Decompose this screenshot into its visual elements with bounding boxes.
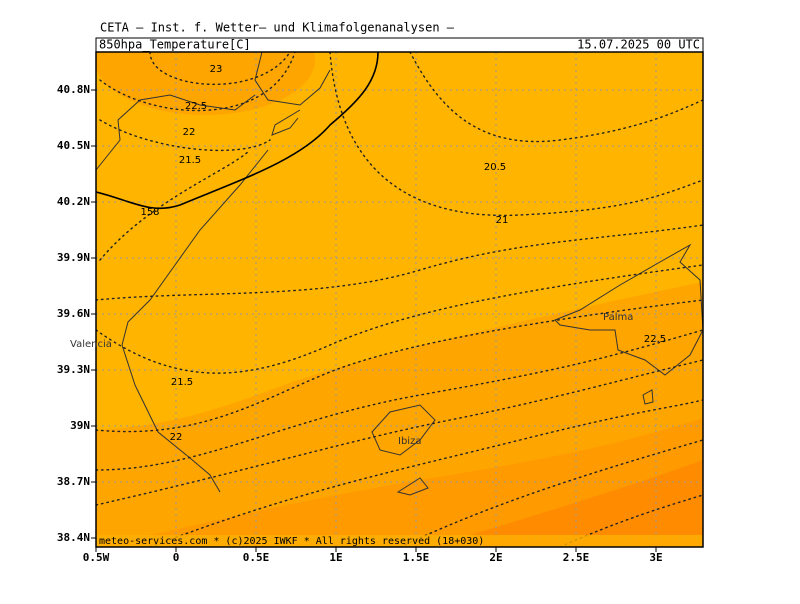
y-tick-label: 39.9N bbox=[57, 251, 90, 264]
island-formentera bbox=[396, 477, 429, 496]
contour bbox=[399, 439, 703, 547]
x-tick-label: 2E bbox=[489, 551, 502, 564]
y-tick-label: 39N bbox=[70, 419, 90, 432]
island-ibiza bbox=[371, 404, 436, 456]
contour bbox=[99, 119, 271, 152]
field-title: 850hpa_Temperature[C] bbox=[99, 38, 251, 52]
y-tick-label: 38.7N bbox=[57, 475, 90, 488]
contour-label: 22.5 bbox=[185, 101, 207, 112]
x-tick-label: 2.5E bbox=[563, 551, 590, 564]
contour bbox=[96, 359, 703, 506]
field-band bbox=[430, 460, 703, 547]
y-tick-label: 39.6N bbox=[57, 307, 90, 320]
x-tick-label: 3E bbox=[649, 551, 662, 564]
x-tick-label: 1.5E bbox=[403, 551, 430, 564]
y-tick-label: 40.5N bbox=[57, 139, 90, 152]
place-label: Ibiza bbox=[398, 436, 421, 447]
y-tick-label: 40.2N bbox=[57, 195, 90, 208]
x-tick-label: 0 bbox=[173, 551, 180, 564]
footer: meteo-services.com * (c)2025 IWKF * All … bbox=[99, 536, 484, 547]
map-frame bbox=[95, 51, 704, 548]
place-label: Palma bbox=[603, 312, 633, 323]
contour bbox=[149, 52, 291, 86]
contour bbox=[96, 224, 703, 301]
contour bbox=[149, 399, 703, 547]
contour bbox=[409, 52, 703, 143]
x-tick-label: 1E bbox=[329, 551, 342, 564]
contour-label: 22 bbox=[170, 432, 183, 443]
contour-label: 22.5 bbox=[644, 334, 666, 345]
valid-time: 15.07.2025 00 UTC bbox=[577, 38, 700, 52]
contour-label: 21 bbox=[496, 215, 509, 226]
contour-label: 158 bbox=[140, 207, 159, 218]
contour-label: 22 bbox=[183, 127, 196, 138]
contour bbox=[99, 149, 251, 261]
y-tick-label: 38.4N bbox=[57, 531, 90, 544]
y-tick-label: 39.3N bbox=[57, 363, 90, 376]
geopotential-contour bbox=[96, 52, 379, 210]
x-tick-label: 0.5W bbox=[83, 551, 110, 564]
contour-label: 21.5 bbox=[171, 377, 193, 388]
contour-label: 21.5 bbox=[179, 155, 201, 166]
x-tick-label: 0.5E bbox=[243, 551, 270, 564]
place-label: Valencia bbox=[70, 339, 112, 350]
contour-label: 20.5 bbox=[484, 162, 506, 173]
y-tick-label: 40.8N bbox=[57, 83, 90, 96]
map-area bbox=[96, 52, 703, 547]
contour bbox=[96, 329, 703, 471]
contour bbox=[96, 264, 703, 374]
coastline bbox=[96, 52, 331, 493]
contour-label: 23 bbox=[210, 64, 223, 75]
field-warm-blob bbox=[96, 52, 315, 115]
footer-bar bbox=[96, 535, 703, 547]
source-title: CETA — Inst. f. Wetter— und Klimafolgena… bbox=[100, 21, 455, 35]
island-cabrera bbox=[642, 389, 654, 405]
